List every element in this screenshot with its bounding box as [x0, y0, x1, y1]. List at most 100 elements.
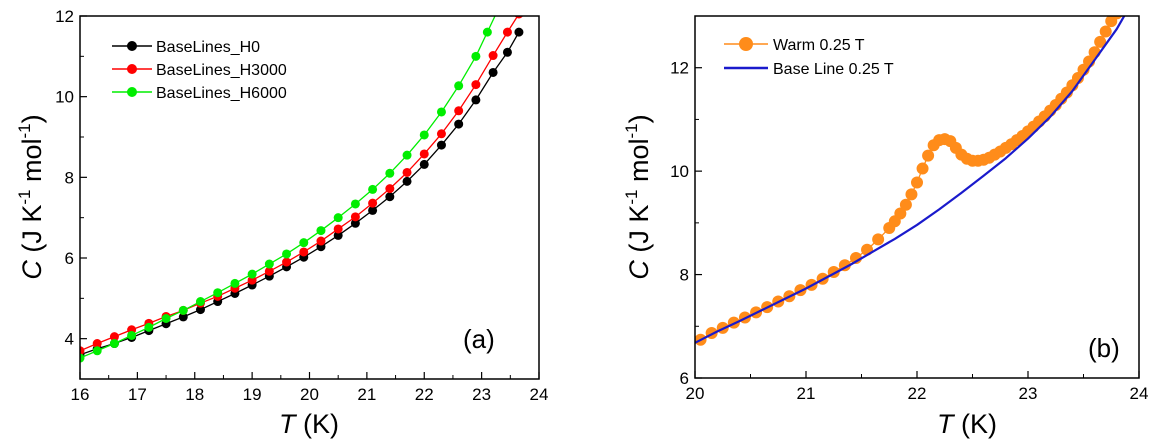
data-point-warm-0-25-t	[872, 233, 885, 246]
legend-label-baselines-h3000: BaseLines_H3000	[156, 62, 287, 79]
panel-a-x-tick-label-17: 17	[128, 385, 147, 404]
data-point-baselines-h3000	[333, 224, 343, 234]
panel-b-y-axis-title: C (J K-1 mol-1)	[622, 114, 654, 279]
panel-b-frame	[694, 15, 1140, 379]
chart-panel-a: 16 17 18 19 20 21 22 23 24 4 6 8 10 12 T (K) C (J K-…	[15, 3, 549, 439]
data-point-warm-0-25-t	[911, 176, 923, 189]
data-point-baselines-h6000	[436, 107, 446, 117]
data-point-baselines-h6000	[127, 330, 137, 340]
data-point-baselines-h3000	[402, 167, 412, 177]
data-point-baselines-h0	[385, 192, 395, 202]
panel-b-series	[695, 0, 1128, 346]
data-point-baselines-h6000	[299, 238, 309, 248]
panel-b-legend: Warm 0.25 T Base Line 0.25 T	[724, 37, 894, 78]
data-point-baselines-h6000	[402, 150, 412, 160]
legend-label-baselines-h6000: BaseLines_H6000	[156, 85, 287, 102]
data-point-baselines-h6000	[494, 3, 503, 12]
legend-entry-base-line: Base Line 0.25 T	[724, 61, 894, 78]
data-point-baselines-h3000	[299, 247, 309, 257]
panel-a-legend: BaseLines_H0 BaseLines_H3000 BaseLines_H…	[112, 39, 287, 102]
data-point-baselines-h0	[402, 176, 412, 186]
data-point-warm-0-25-t	[916, 162, 929, 175]
panel-a-x-tick-label-19: 19	[243, 385, 262, 404]
panel-a-x-tick-label-23: 23	[472, 385, 491, 404]
data-point-baselines-h3000	[514, 16, 523, 19]
series-line-baselines-h6000	[80, 16, 496, 359]
data-point-baselines-h0	[471, 95, 481, 105]
data-point-baselines-h0	[178, 312, 188, 322]
data-point-baselines-h6000	[333, 213, 343, 223]
data-point-baselines-h0	[436, 140, 446, 150]
data-point-baselines-h0	[514, 27, 524, 37]
data-point-baselines-h6000	[144, 322, 154, 332]
legend-label-base-line: Base Line 0.25 T	[773, 61, 894, 78]
data-point-baselines-h0	[454, 119, 464, 129]
data-point-warm-0-25-t	[1099, 25, 1112, 38]
data-point-baselines-h3000	[488, 51, 498, 61]
series-line-baselines-h3000	[80, 16, 519, 352]
data-point-baselines-h6000	[264, 259, 274, 269]
data-point-baselines-h6000	[109, 339, 119, 349]
data-point-baselines-h6000	[178, 305, 188, 315]
legend-label-baselines-h0: BaseLines_H0	[156, 39, 260, 56]
series-baselines-h0	[80, 27, 524, 360]
panel-b-x-axis-title: T (K)	[937, 409, 997, 439]
data-point-baselines-h6000	[385, 168, 395, 178]
panel-a-x-tick-label-24: 24	[530, 385, 549, 404]
data-point-baselines-h3000	[264, 266, 274, 276]
data-point-baselines-h6000	[230, 278, 240, 288]
panel-a-y-tick-label-8: 8	[65, 168, 74, 187]
data-point-baselines-h6000	[195, 297, 205, 307]
data-point-baselines-h3000	[419, 149, 429, 159]
data-point-baselines-h6000	[282, 249, 292, 259]
data-point-baselines-h6000	[368, 184, 378, 194]
series-line-baselines-h0	[80, 31, 520, 356]
data-point-baselines-h0	[350, 218, 360, 228]
data-point-warm-0-25-t	[1094, 35, 1107, 48]
legend-label-warm: Warm 0.25 T	[773, 37, 865, 54]
panel-a-x-axis-title: T (K)	[279, 409, 339, 439]
data-point-warm-0-25-t	[899, 198, 912, 211]
data-point-baselines-h0	[419, 159, 429, 169]
panel-b-y-tick-label-8: 8	[680, 266, 689, 285]
data-point-baselines-h3000	[92, 339, 102, 349]
panel-b-label: (b)	[1088, 333, 1120, 363]
data-point-baselines-h3000	[385, 184, 395, 194]
legend-entry-baselines-h3000: BaseLines_H3000	[112, 62, 287, 79]
data-point-baselines-h0	[195, 305, 205, 315]
data-point-baselines-h3000	[109, 332, 119, 342]
data-point-baselines-h6000	[316, 226, 326, 236]
series-base-line-0-25-t	[695, 16, 1126, 344]
panel-a-y-tick-label-4: 4	[65, 330, 74, 349]
legend-entry-baselines-h6000: BaseLines_H6000	[112, 85, 287, 102]
panel-a-y-axis-title: C (J K-1 mol-1)	[15, 114, 47, 279]
data-point-baselines-h3000	[282, 257, 292, 267]
data-point-warm-0-25-t	[894, 207, 907, 220]
series-line-warm-0-25-t	[700, 16, 1116, 341]
data-point-baselines-h3000	[316, 236, 326, 246]
panel-a-y-tick-label-12: 12	[55, 7, 74, 26]
data-point-warm-0-25-t	[1116, 0, 1128, 12]
data-point-baselines-h3000	[80, 346, 85, 356]
panel-a-x-tick-label-20: 20	[300, 385, 319, 404]
panel-b-y-tick-label-10: 10	[670, 162, 689, 181]
data-point-baselines-h0	[502, 47, 512, 57]
panel-b-y-ticks: 6 8 10 12	[670, 15, 702, 388]
panel-b-y-tick-label-6: 6	[680, 369, 689, 388]
data-point-baselines-h6000	[482, 27, 492, 37]
panel-a-x-tick-label-22: 22	[415, 385, 434, 404]
panel-b-y-tick-label-12: 12	[670, 59, 689, 78]
data-point-warm-0-25-t	[1111, 16, 1123, 20]
data-point-baselines-h3000	[350, 212, 360, 222]
panel-a-label: (a)	[463, 324, 495, 354]
panel-a-y-tick-label-6: 6	[65, 249, 74, 268]
panel-b-x-tick-label-23: 23	[1019, 384, 1038, 403]
data-point-baselines-h0	[488, 67, 498, 77]
panel-b-x-tick-label-24: 24	[1130, 384, 1149, 403]
panel-b-x-ticks: 20 21 22 23 24	[686, 371, 1149, 403]
series-warm-0-25-t	[695, 0, 1128, 346]
data-point-warm-0-25-t	[905, 188, 918, 201]
data-point-baselines-h3000	[502, 27, 512, 37]
